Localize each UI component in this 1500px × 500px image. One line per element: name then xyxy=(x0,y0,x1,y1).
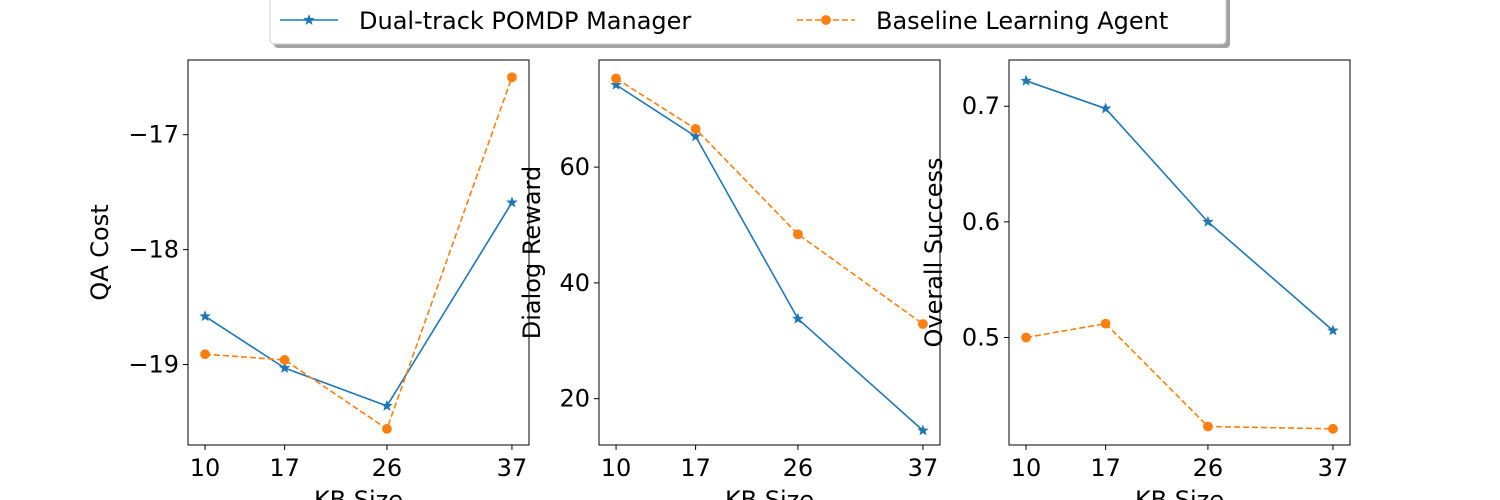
data-point-dual-track-0 xyxy=(199,310,211,322)
y-tick-label: 0.6 xyxy=(962,208,1000,236)
data-point-dual-track-3 xyxy=(1327,324,1339,336)
x-tick-label: 10 xyxy=(190,454,221,482)
y-axis-label: Dialog Reward xyxy=(518,166,546,339)
x-tick-label: 37 xyxy=(497,454,528,482)
series-line-dual-track xyxy=(615,84,924,432)
legend-frame xyxy=(269,0,1227,45)
x-tick-label: 26 xyxy=(1193,454,1224,482)
legend: Dual-track POMDP Manager Baseline Learnin… xyxy=(269,0,1230,48)
dialog-reward-panel: 10 17 26 37 20 40 60 KB Size Dialog Reward xyxy=(518,59,941,500)
data-point-baseline-2 xyxy=(793,229,803,240)
data-point-dual-track-2 xyxy=(381,399,393,411)
data-point-baseline-1 xyxy=(1100,318,1111,329)
data-point-baseline-0 xyxy=(611,73,621,84)
axes-frame xyxy=(598,59,941,446)
data-point-baseline-1 xyxy=(690,123,701,134)
qa-cost-panel: 10 17 26 37 −19 −18 −17 KB Size QA Cost xyxy=(86,59,530,500)
data-point-dual-track-0 xyxy=(1020,74,1032,86)
data-point-dual-track-2 xyxy=(1202,215,1214,227)
y-tick-label: −18 xyxy=(128,236,179,264)
x-tick-label: 26 xyxy=(783,454,814,482)
data-point-baseline-1 xyxy=(279,355,290,365)
legend-marker-baseline xyxy=(821,15,831,25)
data-point-dual-track-2 xyxy=(792,312,804,324)
chart-panels: 10 17 26 37 −19 −18 −17 KB Size QA Cost 10 17 26 37 2… xyxy=(86,59,1351,500)
y-tick-label: −19 xyxy=(128,351,179,379)
data-point-dual-track-1 xyxy=(278,361,291,373)
series-line-dual-track xyxy=(204,202,513,407)
data-point-dual-track-1 xyxy=(1099,102,1112,114)
data-point-dual-track-3 xyxy=(506,196,518,208)
x-tick-label: 37 xyxy=(908,454,939,482)
x-tick-label: 17 xyxy=(269,454,300,482)
axes-frame xyxy=(1008,59,1351,446)
y-tick-label: 60 xyxy=(559,153,590,181)
data-point-dual-track-3 xyxy=(917,424,929,436)
y-tick-label: 20 xyxy=(559,385,590,413)
y-tick-label: 0.5 xyxy=(962,323,1000,351)
x-tick-label: 17 xyxy=(680,454,711,482)
axes-frame xyxy=(187,59,530,446)
data-point-dual-track-1 xyxy=(689,130,702,142)
x-axis-label: KB Size xyxy=(725,486,814,500)
data-point-baseline-3 xyxy=(1328,423,1338,434)
y-tick-label: 0.7 xyxy=(962,92,1000,120)
series-line-baseline xyxy=(1025,322,1333,430)
series-line-baseline xyxy=(204,76,513,430)
series-line-dual-track xyxy=(1025,80,1334,332)
x-tick-label: 10 xyxy=(1011,454,1042,482)
y-axis-label: Overall Success xyxy=(920,157,948,347)
x-tick-label: 10 xyxy=(601,454,632,482)
legend-label-dual-track: Dual-track POMDP Manager xyxy=(359,7,691,35)
x-tick-label: 37 xyxy=(1318,454,1349,482)
x-tick-label: 26 xyxy=(372,454,403,482)
data-point-baseline-3 xyxy=(507,72,517,83)
x-tick-label: 17 xyxy=(1090,454,1121,482)
data-point-baseline-2 xyxy=(1203,421,1213,432)
x-axis-label: KB Size xyxy=(314,486,403,500)
data-point-baseline-2 xyxy=(382,424,392,434)
overall-success-panel: 10 17 26 37 0.5 0.6 0.7 KB Size Overall Success xyxy=(920,59,1351,500)
y-tick-label: −17 xyxy=(128,121,179,149)
y-tick-label: 40 xyxy=(559,269,590,297)
x-axis-label: KB Size xyxy=(1135,486,1224,500)
data-point-dual-track-0 xyxy=(610,78,622,90)
legend-label-baseline: Baseline Learning Agent xyxy=(876,7,1168,35)
legend-marker-dual-track xyxy=(303,13,315,25)
series-line-baseline xyxy=(615,77,924,325)
data-point-baseline-0 xyxy=(1021,332,1031,343)
y-axis-label: QA Cost xyxy=(86,204,114,300)
data-point-baseline-0 xyxy=(200,349,210,360)
data-point-baseline-3 xyxy=(918,319,928,329)
